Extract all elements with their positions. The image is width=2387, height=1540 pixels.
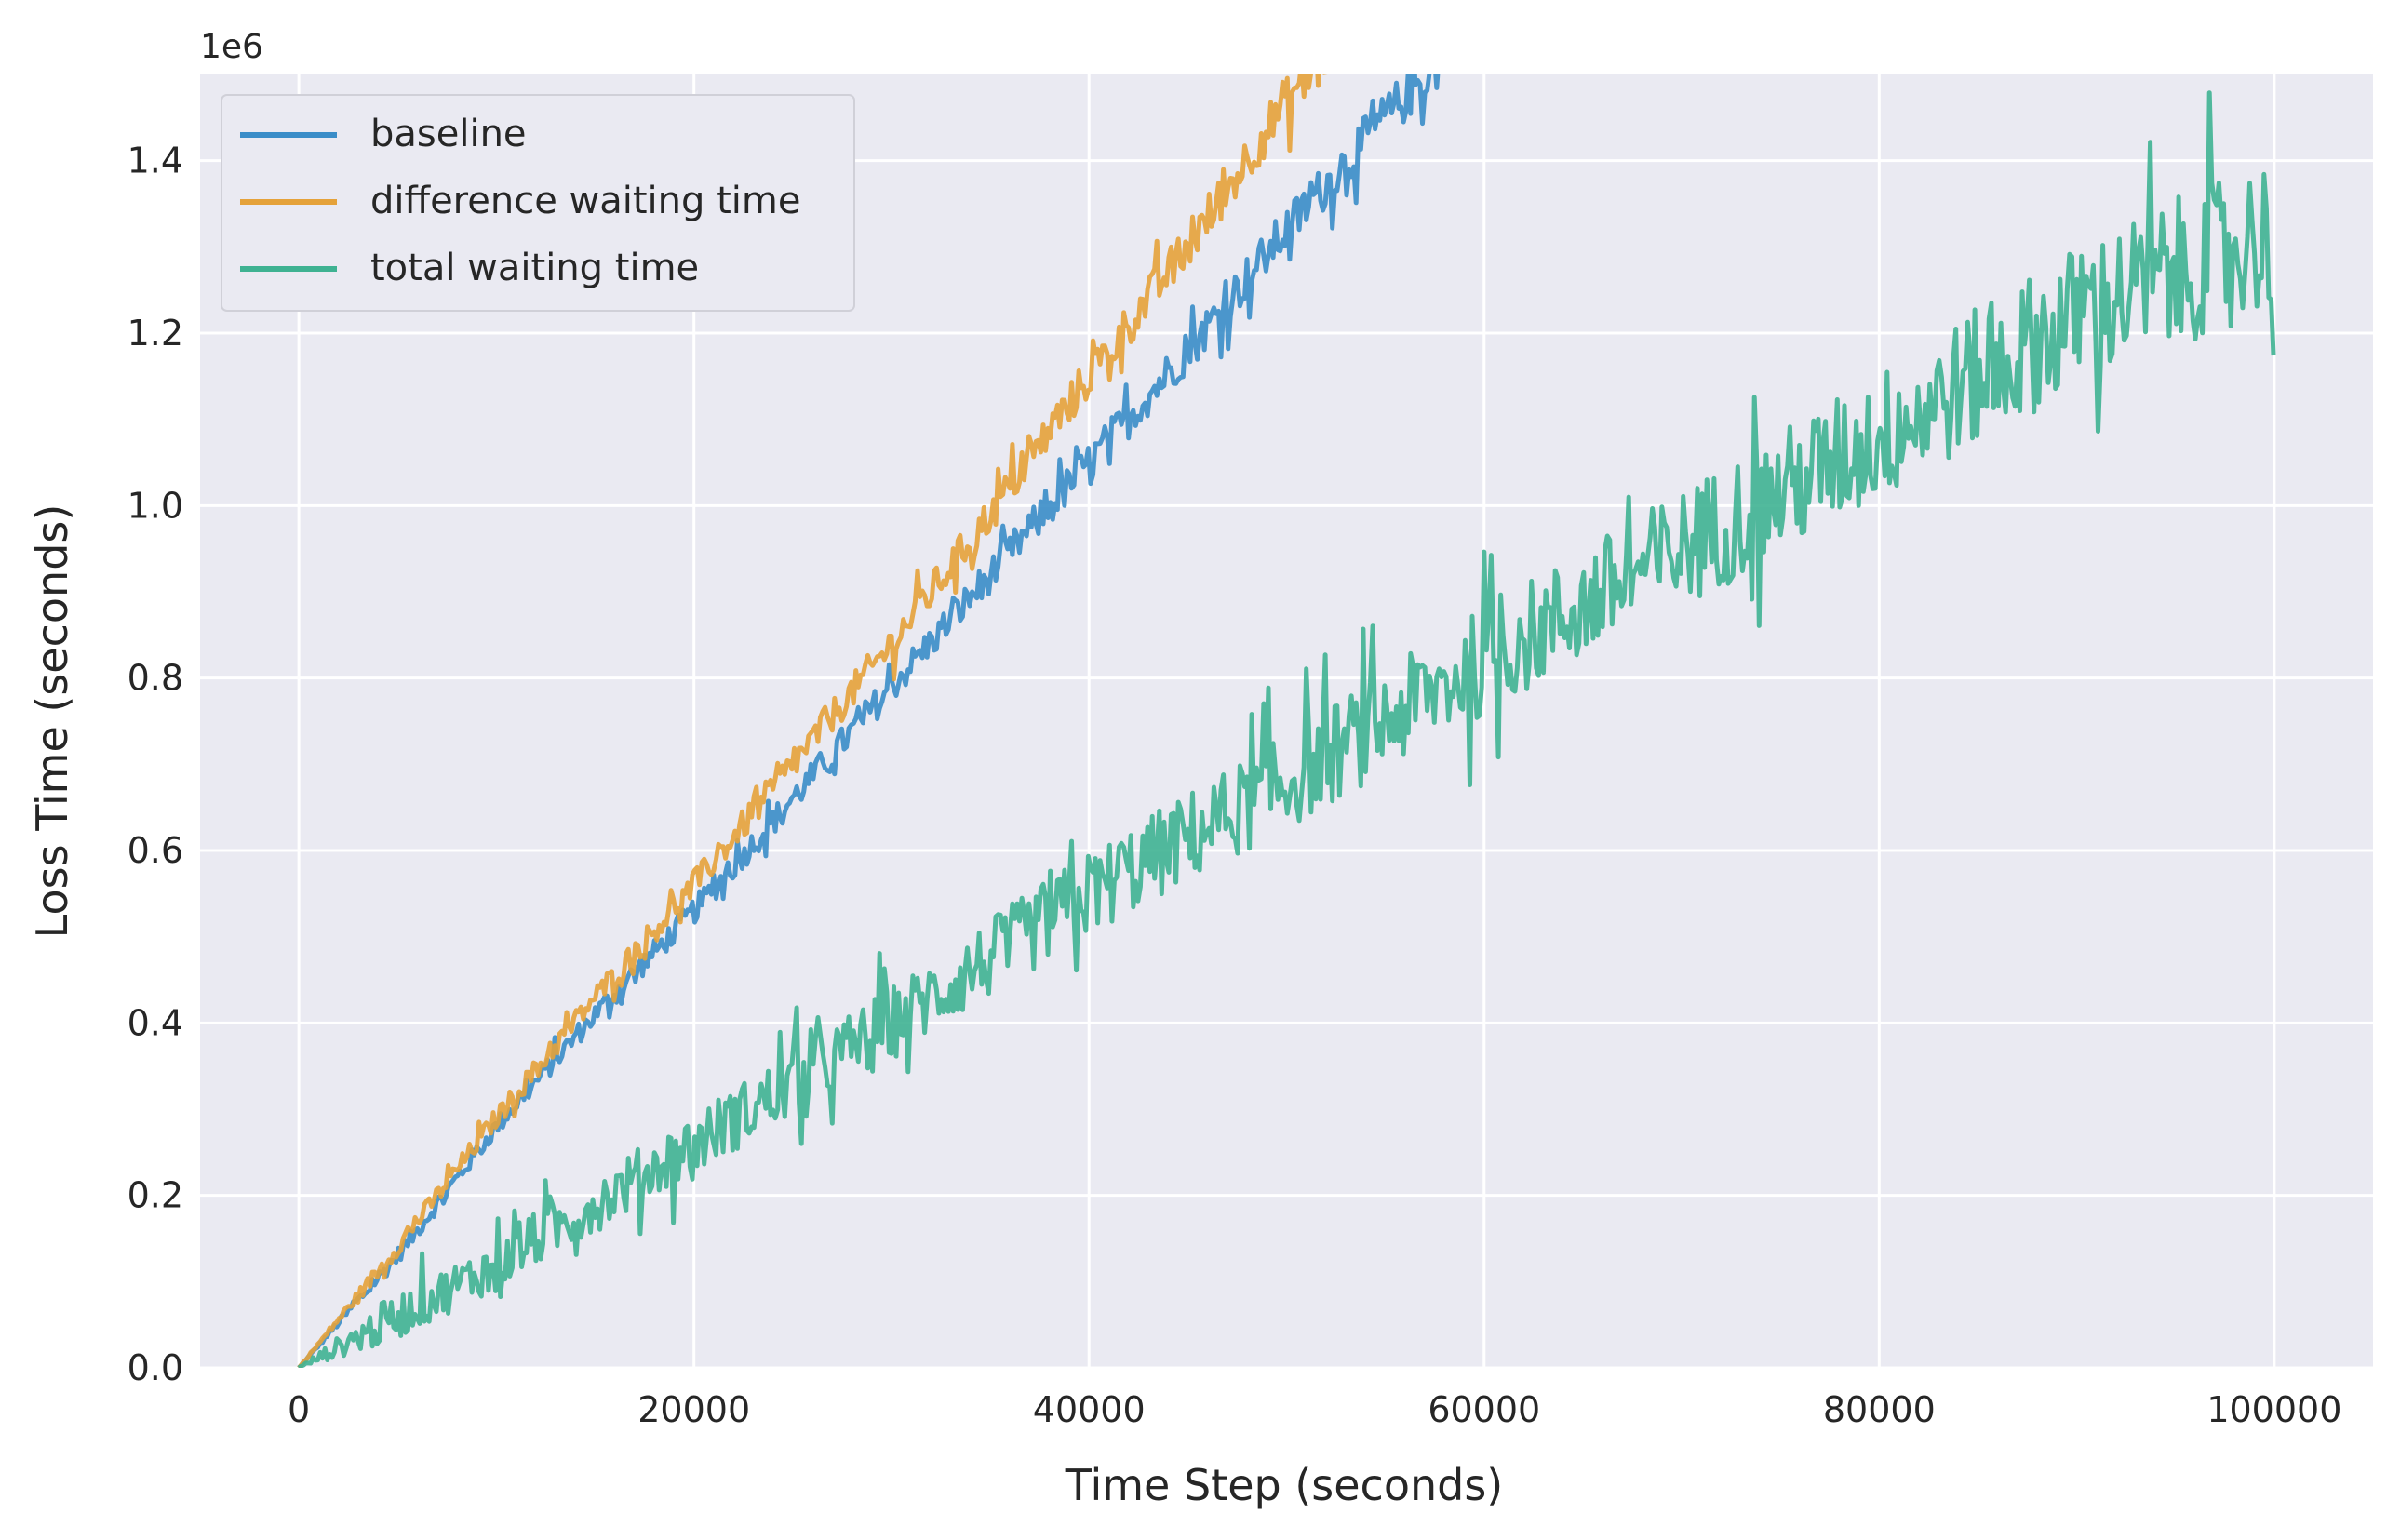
- legend-label-difference-waiting-time: difference waiting time: [370, 180, 800, 222]
- legend: baseline difference waiting time total w…: [221, 94, 855, 312]
- x-tick-label: 60000: [1428, 1389, 1540, 1430]
- y-tick-label: 0.8: [127, 658, 183, 699]
- legend-item-baseline: baseline: [240, 113, 527, 155]
- y-axis-label: Loss Time (seconds): [27, 504, 77, 939]
- legend-box: [221, 94, 855, 312]
- y-tick-label: 1.4: [127, 141, 183, 181]
- y-tick-label: 0.4: [127, 1002, 183, 1043]
- y-tick-label: 0.2: [127, 1175, 183, 1216]
- x-tick-label: 0: [288, 1389, 310, 1430]
- legend-item-total-waiting-time: total waiting time: [240, 247, 699, 289]
- x-tick-label: 80000: [1823, 1389, 1936, 1430]
- x-tick-label: 20000: [637, 1389, 750, 1430]
- series-line-total-waiting-time: [297, 90, 2276, 1368]
- tick-labels: 0 20000 40000 60000 80000 100000 0.0 0.2 0.4 0.6 0…: [127, 141, 2342, 1430]
- series-line-difference-waiting-time: [297, 74, 1328, 1368]
- grid-lines: [200, 74, 2373, 1370]
- series-lines: [297, 74, 2276, 1368]
- x-tick-label: 40000: [1033, 1389, 1146, 1430]
- y-tick-label: 1.0: [127, 485, 183, 526]
- y-tick-label: 0.6: [127, 830, 183, 871]
- legend-label-total-waiting-time: total waiting time: [370, 247, 699, 289]
- y-tick-label: 0.0: [127, 1347, 183, 1388]
- y-tick-label: 1.2: [127, 313, 183, 354]
- legend-item-difference-waiting-time: difference waiting time: [240, 180, 800, 222]
- series-line-baseline: [297, 74, 1441, 1368]
- x-axis-label: Time Step (seconds): [1065, 1460, 1503, 1510]
- y-scale-label: 1e6: [200, 28, 263, 66]
- x-tick-label: 100000: [2206, 1389, 2341, 1430]
- legend-label-baseline: baseline: [370, 113, 527, 155]
